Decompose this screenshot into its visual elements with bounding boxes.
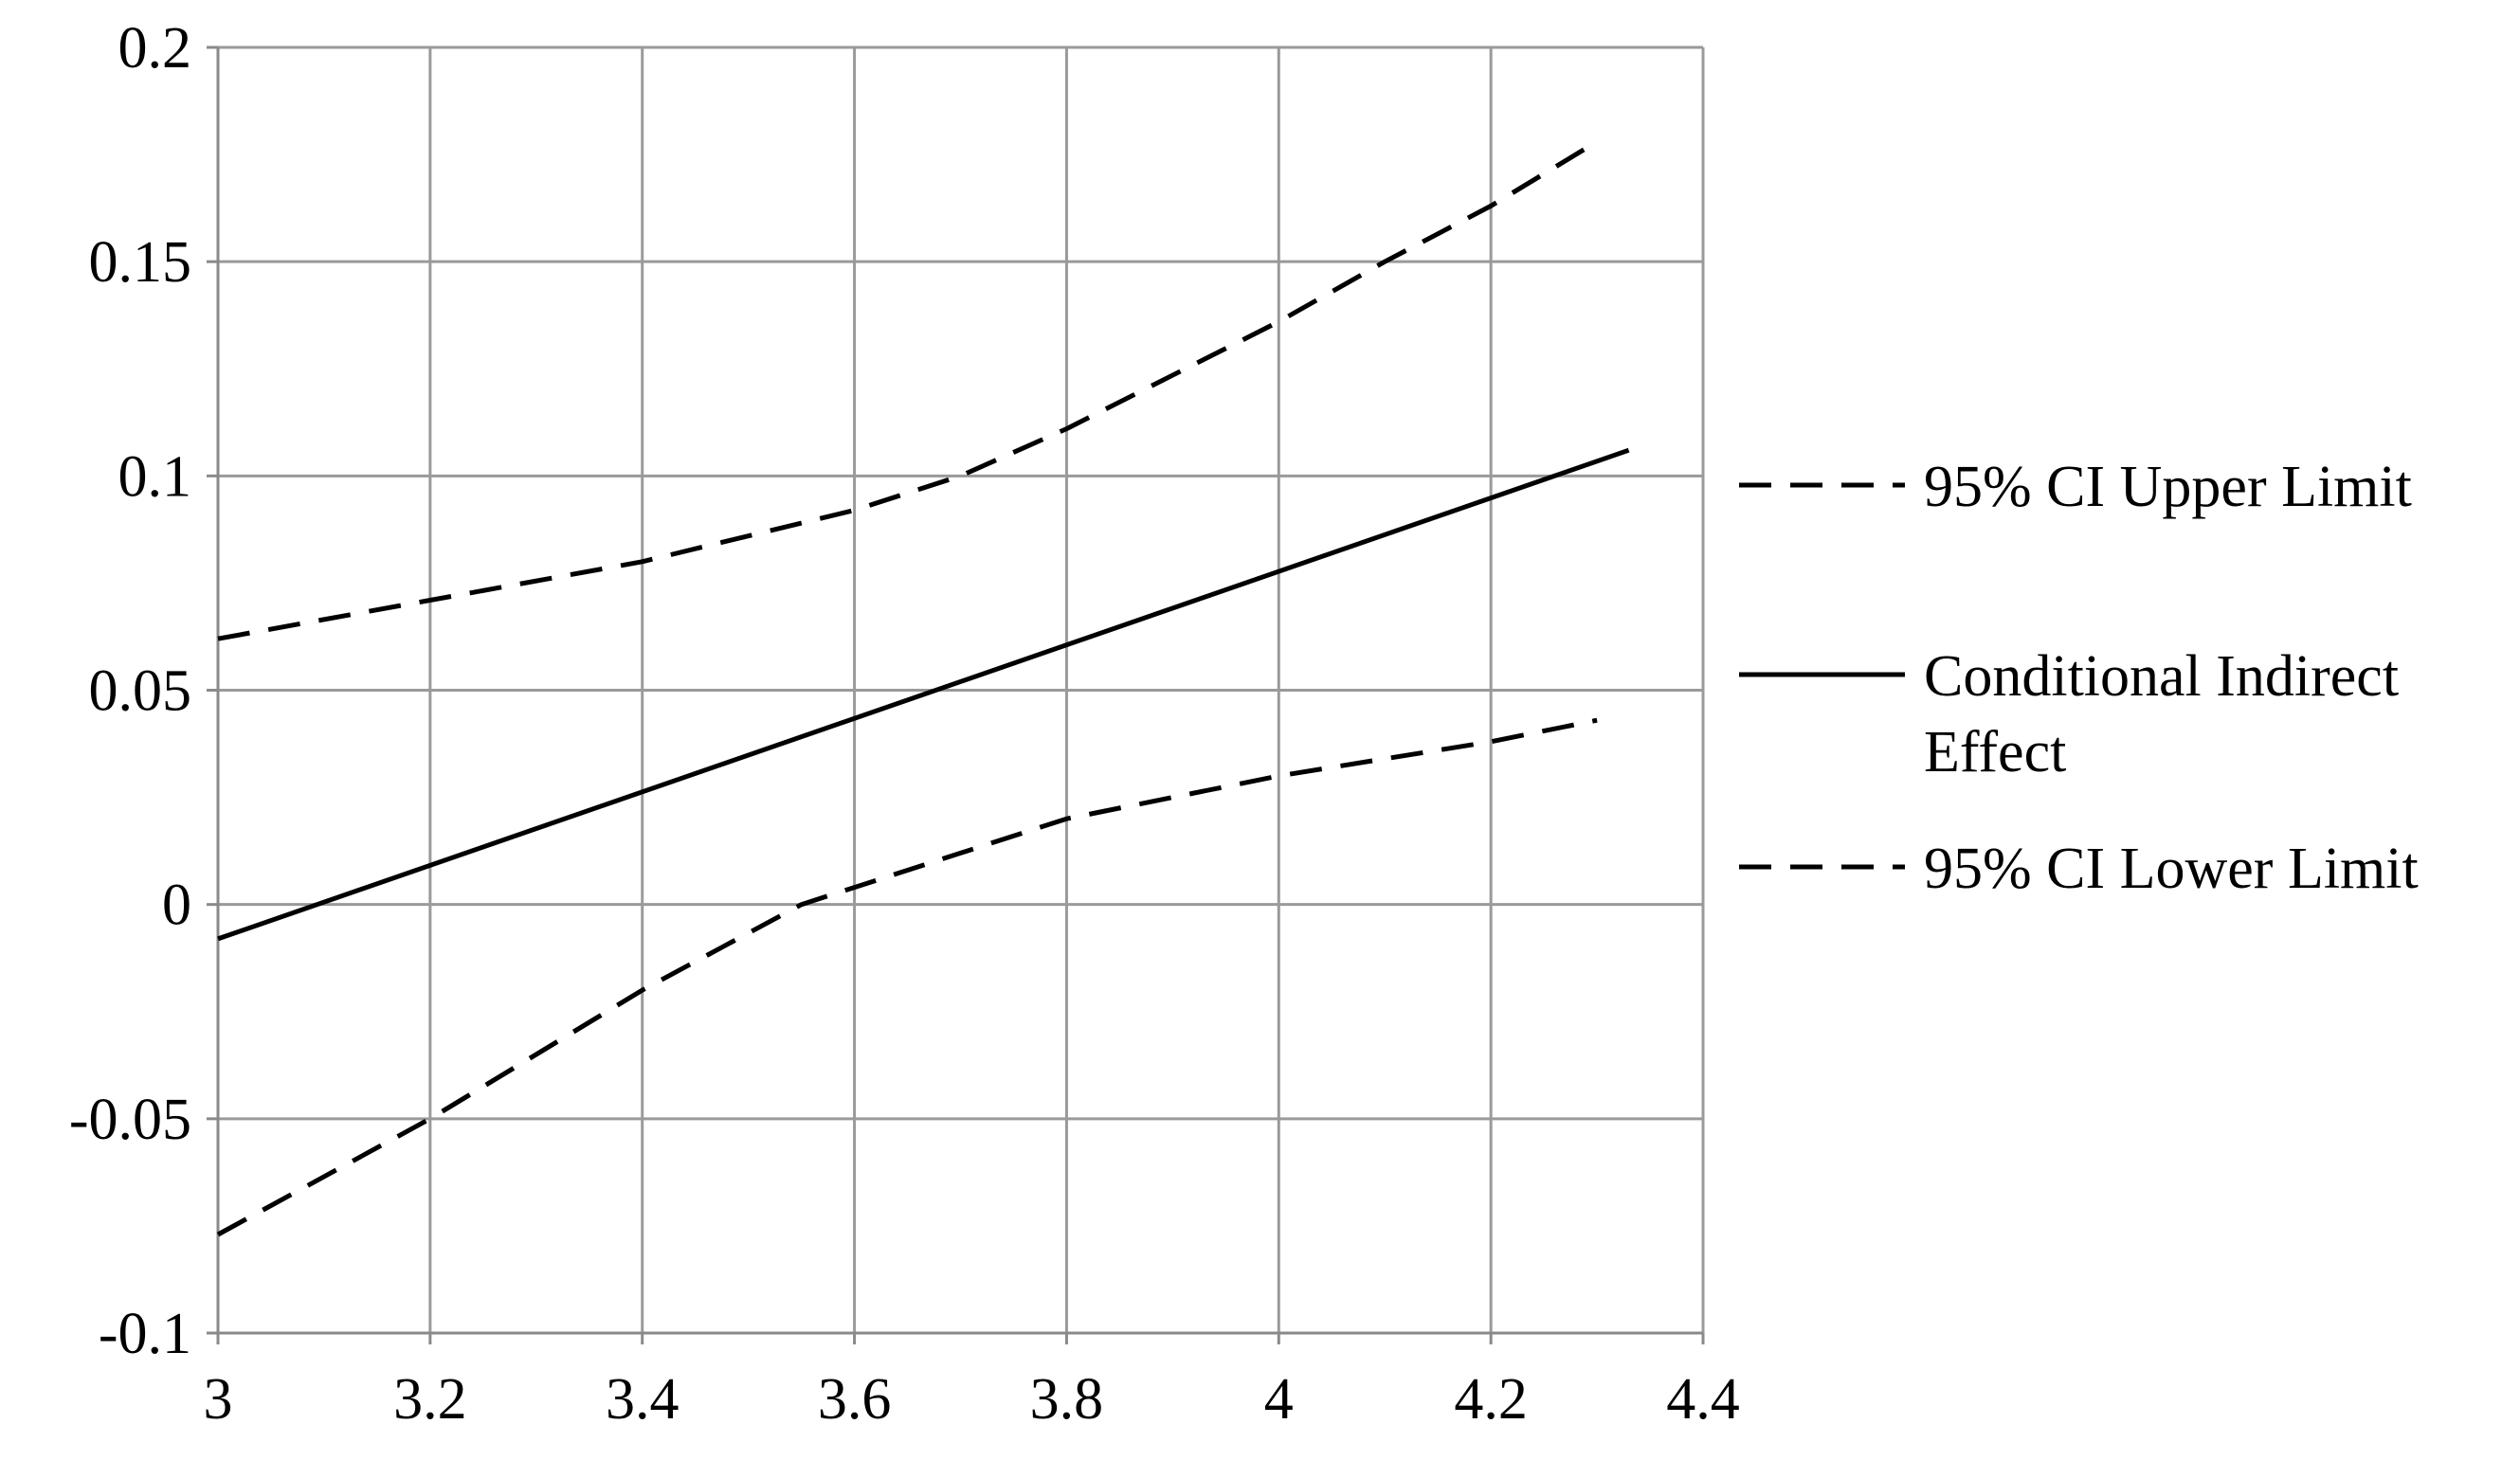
y-tick-label: 0.15 (89, 230, 192, 295)
legend-label: Conditional Indirect (1924, 644, 2399, 709)
x-tick-label: 3.6 (818, 1367, 892, 1432)
y-tick-label: 0 (162, 874, 191, 938)
legend-label: 95% CI Lower Limit (1924, 837, 2419, 901)
axes (207, 45, 1705, 1344)
series (216, 139, 1630, 1237)
y-tick-label: 0.2 (118, 16, 192, 81)
legend: 95% CI Upper Limit Conditional Indirect Ef… (1739, 455, 2419, 901)
legend-item: Conditional Indirect Effect (1739, 644, 2399, 784)
y-tick-label: -0.1 (99, 1302, 191, 1366)
series-line-3 (216, 717, 1598, 1237)
series-line-2 (217, 447, 1630, 942)
legend-item: 95% CI Lower Limit (1739, 837, 2419, 901)
legend-label: 95% CI Upper Limit (1924, 455, 2412, 519)
y-tick-label: -0.05 (69, 1088, 191, 1152)
tick-labels: 0.2 0.15 0.1 0.05 0 -0.05 -0.13 3.2 3.4 3.6 3.8 4 4.… (69, 16, 1740, 1432)
legend-item: 95% CI Upper Limit (1739, 455, 2412, 519)
x-tick-label: 4 (1264, 1367, 1294, 1432)
y-tick-label: 0.05 (89, 659, 192, 724)
y-tick-label: 0.1 (118, 444, 192, 509)
x-tick-label: 4.2 (1454, 1367, 1528, 1432)
grid (218, 45, 1705, 1333)
legend-label: Effect (1924, 720, 2066, 784)
x-tick-label: 3 (204, 1367, 233, 1432)
series-line-1 (217, 139, 1599, 641)
x-tick-label: 3.8 (1030, 1367, 1104, 1432)
x-tick-label: 3.2 (393, 1367, 467, 1432)
x-tick-label: 4.4 (1666, 1367, 1740, 1432)
x-tick-label: 3.4 (606, 1367, 680, 1432)
